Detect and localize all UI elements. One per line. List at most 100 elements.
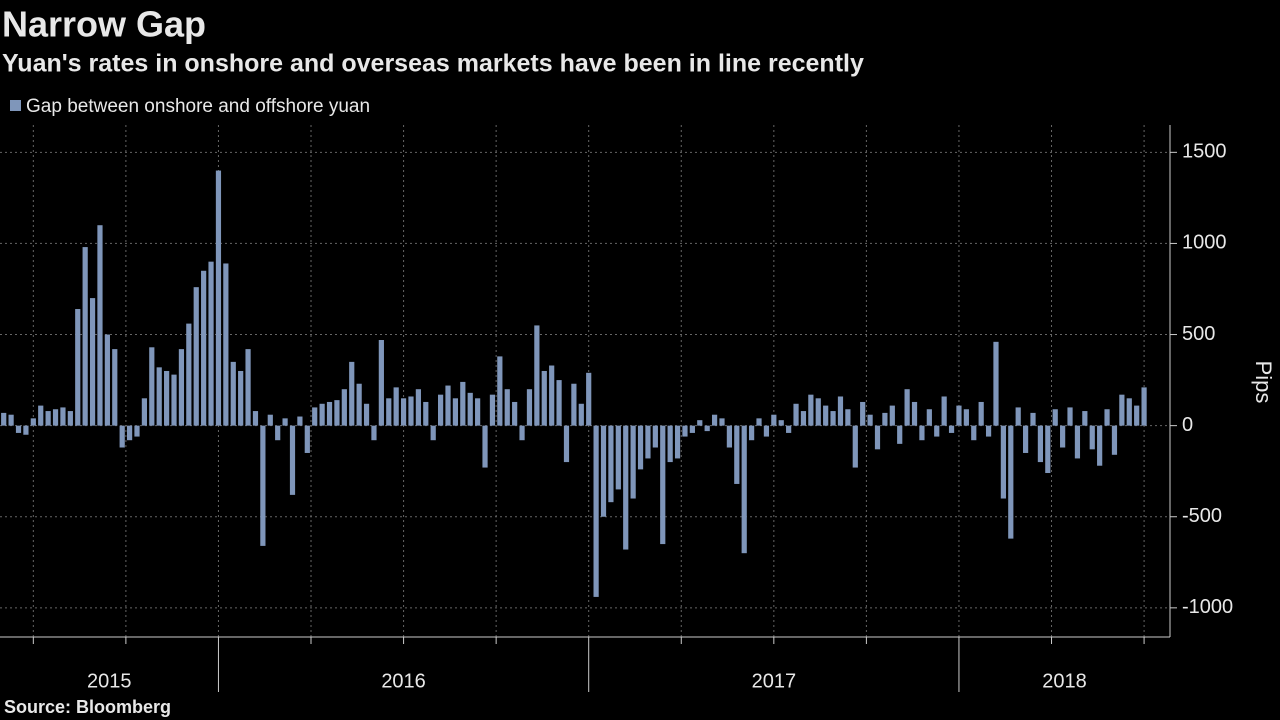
bar — [845, 409, 851, 426]
bar — [749, 425, 755, 441]
bar — [45, 411, 51, 426]
bar — [164, 370, 170, 426]
bar — [778, 420, 784, 426]
bar — [630, 425, 636, 499]
bar — [1, 412, 7, 426]
bar — [75, 309, 81, 426]
bar — [356, 383, 362, 426]
bar — [312, 407, 318, 426]
bar — [8, 414, 14, 426]
bar — [275, 425, 281, 441]
bar — [600, 425, 607, 517]
bar — [1082, 411, 1088, 426]
bar — [415, 389, 421, 426]
bar — [763, 425, 770, 437]
x-tick-label: 2017 — [752, 670, 797, 692]
bar — [993, 341, 999, 426]
bar — [430, 425, 436, 441]
bar — [445, 385, 451, 426]
bar — [556, 380, 562, 426]
bar — [837, 396, 844, 426]
bar — [208, 261, 214, 426]
bar — [423, 401, 429, 426]
bar — [52, 409, 59, 426]
legend-label: Gap between onshore and offshore yuan — [26, 96, 370, 117]
bar — [1067, 407, 1073, 426]
bar — [378, 340, 384, 426]
bar — [726, 425, 732, 448]
bar — [201, 270, 207, 426]
bar — [697, 420, 703, 426]
bar — [341, 389, 347, 426]
bar — [667, 425, 673, 463]
bar — [526, 389, 533, 426]
bar — [67, 411, 73, 426]
bar — [193, 287, 199, 426]
y-tick-label: 1000 — [1182, 232, 1227, 254]
bar — [371, 425, 377, 441]
bar — [911, 401, 918, 426]
y-tick-label: 500 — [1182, 323, 1215, 345]
x-tick-label: 2018 — [1042, 670, 1087, 692]
bar — [897, 425, 903, 444]
bar — [1089, 425, 1095, 450]
bar — [719, 418, 725, 426]
bar — [238, 370, 244, 426]
bar — [289, 425, 296, 495]
bar — [948, 425, 955, 433]
bar — [82, 247, 88, 426]
bar — [141, 398, 147, 426]
bar — [393, 387, 399, 426]
bar — [149, 347, 155, 426]
y-tick-label: 1500 — [1182, 141, 1227, 163]
bar — [304, 425, 310, 453]
bar — [637, 425, 644, 470]
bar — [815, 398, 821, 426]
bar — [534, 325, 540, 426]
bar — [830, 411, 836, 426]
bar — [711, 414, 718, 426]
bar — [386, 398, 392, 426]
bar — [808, 394, 814, 426]
bar — [326, 401, 333, 426]
bar — [549, 365, 555, 426]
bar — [460, 381, 466, 426]
bar — [363, 403, 370, 426]
chart-subtitle: Yuan's rates in onshore and overseas mar… — [2, 50, 864, 78]
bar — [704, 425, 710, 432]
bar — [608, 425, 614, 503]
bar — [756, 418, 762, 426]
chart-title: Narrow Gap — [2, 4, 206, 45]
bar — [215, 170, 222, 426]
bar — [926, 409, 932, 426]
bar — [126, 425, 133, 441]
bar — [652, 425, 658, 448]
bar — [1030, 412, 1036, 426]
bar — [786, 425, 792, 433]
bar — [178, 349, 185, 426]
source: Source: Bloomberg — [4, 697, 171, 717]
bar — [519, 425, 525, 441]
bar — [245, 349, 251, 426]
bar — [771, 414, 777, 426]
bar — [985, 425, 992, 437]
bar — [615, 425, 621, 490]
y-tick-label: -500 — [1182, 505, 1222, 527]
y-tick-label: -1000 — [1182, 596, 1233, 618]
bar — [645, 425, 651, 459]
bar — [1015, 407, 1021, 426]
bar — [1074, 425, 1081, 459]
bar — [586, 372, 592, 426]
bar — [978, 401, 984, 426]
bar — [475, 398, 481, 426]
bar — [186, 323, 192, 426]
bar — [1060, 425, 1066, 448]
bar — [1008, 425, 1014, 539]
bar — [60, 407, 66, 426]
bar — [682, 425, 688, 437]
bar — [956, 405, 962, 426]
bar — [934, 425, 940, 437]
bar — [497, 356, 503, 426]
y-axis-label: Pips — [1251, 361, 1276, 404]
bar — [919, 425, 925, 441]
